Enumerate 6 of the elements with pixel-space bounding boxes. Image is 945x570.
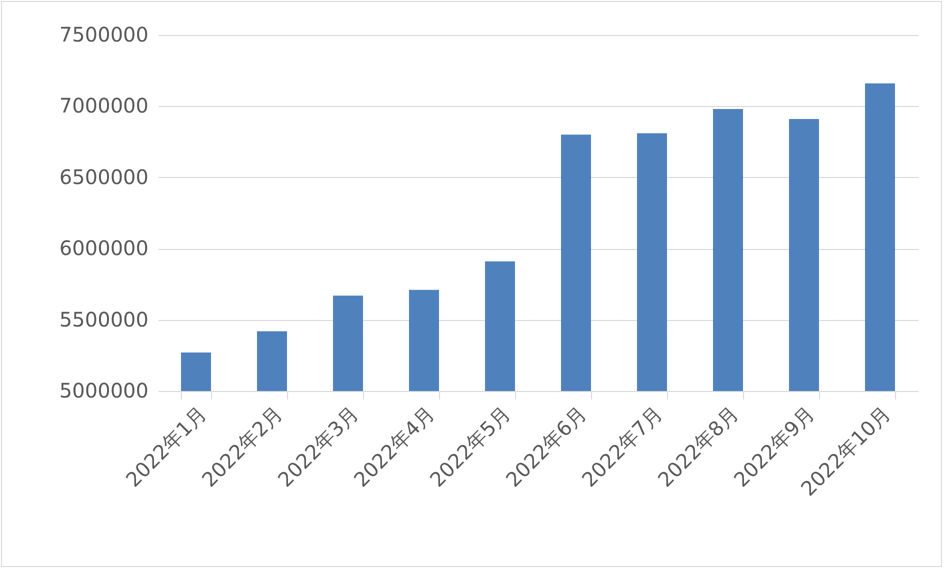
y-tick-label: 6500000 (59, 164, 148, 189)
y-tick-label: 5000000 (59, 378, 148, 402)
y-tick-label: 6000000 (59, 236, 148, 260)
y-tick-label: 7500000 (59, 22, 148, 46)
y-tick-label: 7000000 (59, 94, 148, 118)
y-tick-label: 5500000 (59, 307, 148, 332)
